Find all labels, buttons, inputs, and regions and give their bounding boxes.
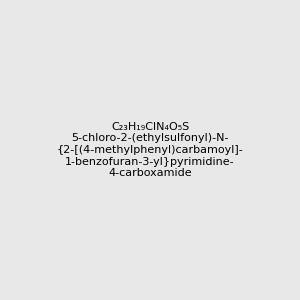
Text: C₂₃H₁₉ClN₄O₅S
5-chloro-2-(ethylsulfonyl)-N-
{2-[(4-methylphenyl)carbamoyl]-
1-be: C₂₃H₁₉ClN₄O₅S 5-chloro-2-(ethylsulfonyl)… <box>57 122 243 178</box>
